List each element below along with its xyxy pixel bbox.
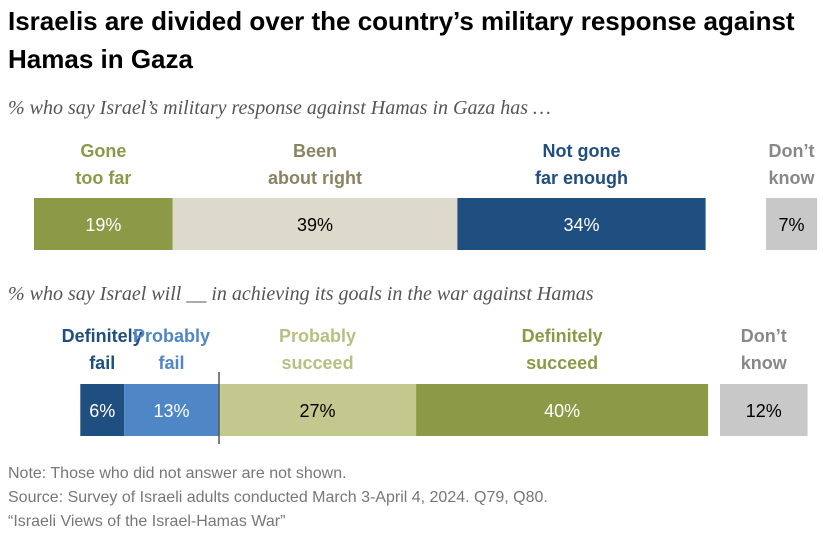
chart2-definitely-succeed-label-line: Definitely (522, 326, 603, 346)
chart2-definitely-fail-label-line: Definitely (62, 326, 143, 346)
chart2-probably-fail-bar (124, 384, 219, 436)
note-text: Note: Those who did not answer are not s… (8, 465, 347, 482)
chart2-probably-succeed-label-line: succeed (282, 353, 354, 373)
chart2-dont-know-label-line: know (741, 353, 788, 373)
chart2-probably-succeed-label-line: Probably (279, 326, 356, 346)
chart1-not-gone-far-enough-value: 34% (563, 215, 599, 235)
chart1-gone-too-far-value: 19% (85, 215, 121, 235)
chart-title: Israelis are divided over the country’s … (8, 6, 795, 74)
chart1-not-gone-far-enough-label-line: Not gone (543, 141, 621, 161)
chart2-definitely-fail-value: 6% (89, 401, 115, 421)
chart2-probably-fail-value: 13% (154, 401, 190, 421)
chart1-been-about-right-label-line: about right (268, 168, 362, 188)
chart2-definitely-succeed-bar (416, 384, 709, 436)
chart2-dont-know-bar (720, 384, 808, 436)
chart2-probably-fail-label-line: Probably (133, 326, 210, 346)
chart-canvas: 19% Gone too far 39% Been about right 34% Not g… (34, 141, 818, 444)
chart2-probably-succeed-bar (219, 384, 417, 436)
chart1-dont-know-label-line: know (769, 168, 816, 188)
chart1-gone-too-far-label-line: Gone (80, 141, 126, 161)
chart2-definitely-succeed-value: 40% (544, 401, 580, 421)
chart1-been-about-right-value: 39% (297, 215, 333, 235)
chart2-subtitle: % who say Israel will __ in achieving it… (8, 283, 594, 305)
chart1-dont-know-bar (766, 198, 818, 250)
chart1-been-about-right-bar (172, 198, 458, 250)
chart2-definitely-succeed-label-line: succeed (526, 353, 598, 373)
chart2-dont-know-value: 12% (746, 401, 782, 421)
chart1-dont-know-label-line: Don’t (769, 141, 815, 161)
chart1-gone-too-far-bar (34, 198, 173, 250)
chart1-not-gone-far-enough-bar (457, 198, 706, 250)
report-text: “Israeli Views of the Israel-Hamas War” (8, 513, 286, 530)
chart2-dont-know-label-line: Don’t (741, 326, 787, 346)
notes: Note: Those who did not answer are not s… (8, 462, 818, 534)
source-text: Source: Survey of Israeli adults conduct… (8, 489, 548, 506)
chart1-gone-too-far-label-line: too far (75, 168, 131, 188)
chart1-dont-know-value: 7% (779, 215, 805, 235)
chart2-probably-fail-label-line: fail (159, 353, 185, 373)
chart2-probably-succeed-value: 27% (300, 401, 336, 421)
chart1-been-about-right-label-line: Been (293, 141, 337, 161)
chart1-not-gone-far-enough-label-line: far enough (535, 168, 628, 188)
chart1-subtitle: % who say Israel’s military response aga… (8, 97, 551, 119)
chart2-definitely-fail-bar (80, 384, 125, 436)
chart2-definitely-fail-label-line: fail (89, 353, 115, 373)
